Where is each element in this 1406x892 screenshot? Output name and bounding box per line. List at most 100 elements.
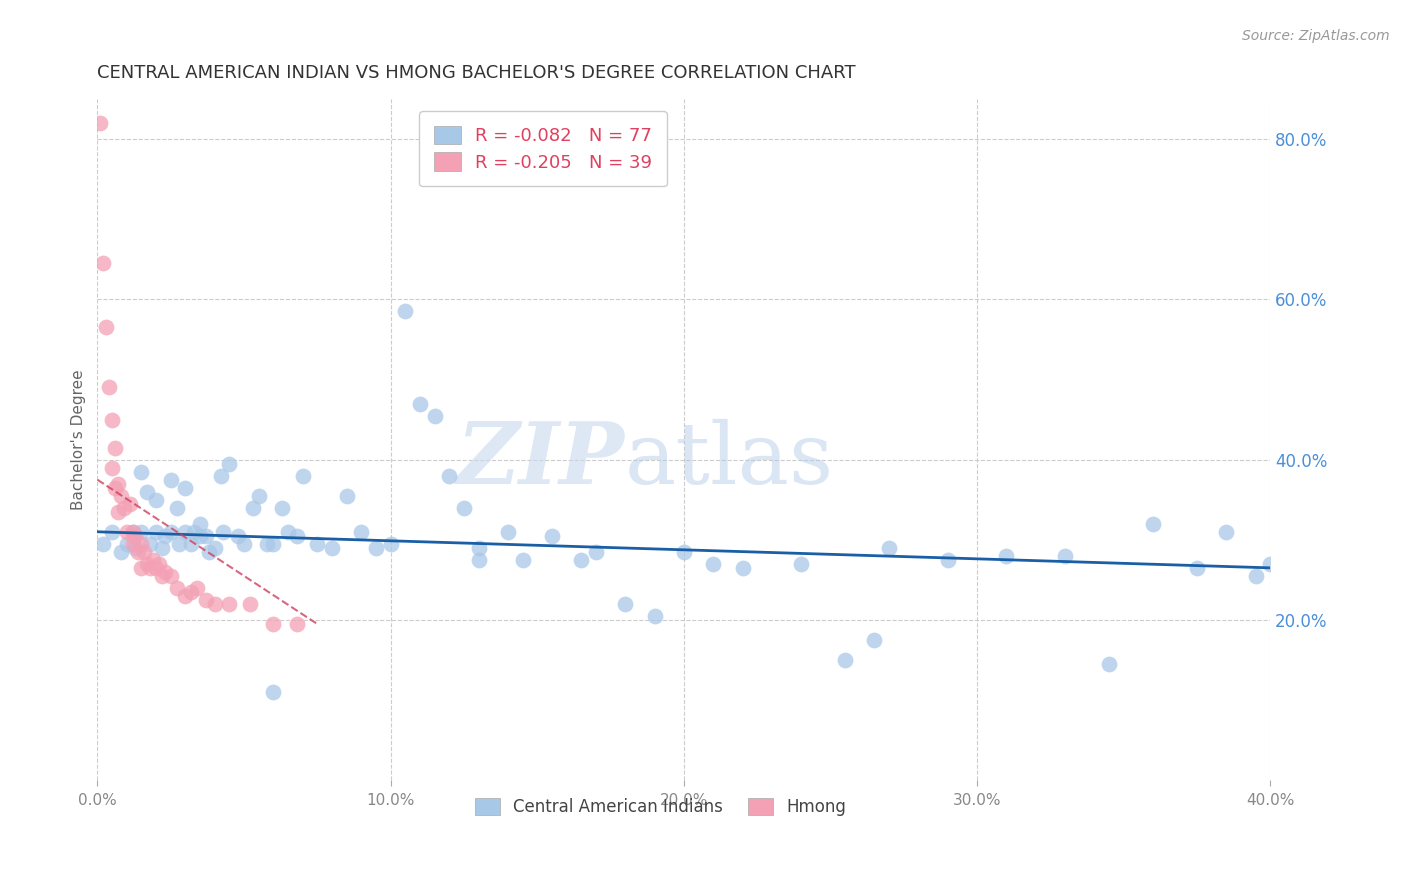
- Point: [110, 545, 132, 559]
- Point: [277, 524, 299, 539]
- Point: [644, 609, 666, 624]
- Point: [350, 524, 373, 539]
- Point: [672, 545, 695, 559]
- Point: [94, 320, 117, 334]
- Point: [188, 516, 211, 531]
- Point: [1260, 557, 1282, 571]
- Point: [1142, 516, 1164, 531]
- Point: [285, 529, 308, 543]
- Point: [174, 524, 197, 539]
- Point: [112, 500, 135, 515]
- Point: [150, 569, 173, 583]
- Point: [233, 537, 256, 551]
- Point: [136, 484, 159, 499]
- Point: [107, 505, 129, 519]
- Point: [936, 553, 959, 567]
- Point: [121, 524, 143, 539]
- Point: [585, 545, 607, 559]
- Point: [127, 545, 149, 559]
- Point: [242, 500, 264, 515]
- Point: [159, 524, 181, 539]
- Point: [877, 541, 900, 555]
- Point: [131, 537, 153, 551]
- Point: [174, 589, 197, 603]
- Point: [121, 524, 143, 539]
- Point: [107, 476, 129, 491]
- Point: [186, 581, 208, 595]
- Point: [995, 549, 1018, 563]
- Point: [101, 412, 124, 426]
- Point: [131, 465, 153, 479]
- Point: [183, 524, 205, 539]
- Point: [197, 545, 219, 559]
- Point: [209, 468, 232, 483]
- Point: [136, 557, 159, 571]
- Point: [104, 441, 127, 455]
- Y-axis label: Bachelor's Degree: Bachelor's Degree: [72, 369, 86, 510]
- Point: [1185, 561, 1208, 575]
- Point: [256, 537, 278, 551]
- Text: Source: ZipAtlas.com: Source: ZipAtlas.com: [1241, 29, 1389, 43]
- Point: [153, 529, 176, 543]
- Point: [453, 500, 475, 515]
- Point: [145, 492, 167, 507]
- Point: [439, 468, 461, 483]
- Point: [291, 468, 314, 483]
- Point: [150, 541, 173, 555]
- Point: [380, 537, 402, 551]
- Point: [159, 473, 181, 487]
- Point: [569, 553, 592, 567]
- Point: [863, 633, 886, 648]
- Point: [790, 557, 813, 571]
- Point: [180, 585, 202, 599]
- Point: [423, 409, 446, 423]
- Point: [512, 553, 534, 567]
- Point: [98, 380, 121, 394]
- Point: [145, 524, 167, 539]
- Point: [247, 489, 270, 503]
- Point: [212, 524, 235, 539]
- Point: [834, 653, 856, 667]
- Point: [1098, 657, 1121, 671]
- Point: [134, 545, 156, 559]
- Text: atlas: atlas: [626, 418, 834, 501]
- Point: [118, 497, 141, 511]
- Point: [321, 541, 343, 555]
- Point: [204, 541, 226, 555]
- Point: [121, 537, 143, 551]
- Point: [239, 597, 262, 611]
- Point: [496, 524, 519, 539]
- Point: [104, 481, 127, 495]
- Point: [467, 541, 489, 555]
- Point: [262, 537, 284, 551]
- Point: [153, 565, 176, 579]
- Point: [131, 561, 153, 575]
- Point: [148, 557, 170, 571]
- Point: [541, 529, 564, 543]
- Point: [262, 685, 284, 699]
- Point: [89, 116, 111, 130]
- Point: [702, 557, 724, 571]
- Point: [1244, 569, 1267, 583]
- Point: [194, 593, 217, 607]
- Point: [169, 537, 191, 551]
- Point: [101, 460, 124, 475]
- Point: [124, 541, 146, 555]
- Point: [131, 524, 153, 539]
- Point: [218, 597, 240, 611]
- Point: [1215, 524, 1237, 539]
- Point: [124, 529, 146, 543]
- Point: [166, 500, 188, 515]
- Point: [307, 537, 329, 551]
- Point: [159, 569, 181, 583]
- Point: [262, 617, 284, 632]
- Point: [145, 561, 167, 575]
- Point: [194, 529, 217, 543]
- Text: ZIP: ZIP: [457, 418, 626, 502]
- Point: [364, 541, 387, 555]
- Point: [166, 581, 188, 595]
- Text: CENTRAL AMERICAN INDIAN VS HMONG BACHELOR'S DEGREE CORRELATION CHART: CENTRAL AMERICAN INDIAN VS HMONG BACHELO…: [97, 64, 856, 82]
- Point: [1054, 549, 1077, 563]
- Point: [409, 396, 432, 410]
- Point: [101, 524, 124, 539]
